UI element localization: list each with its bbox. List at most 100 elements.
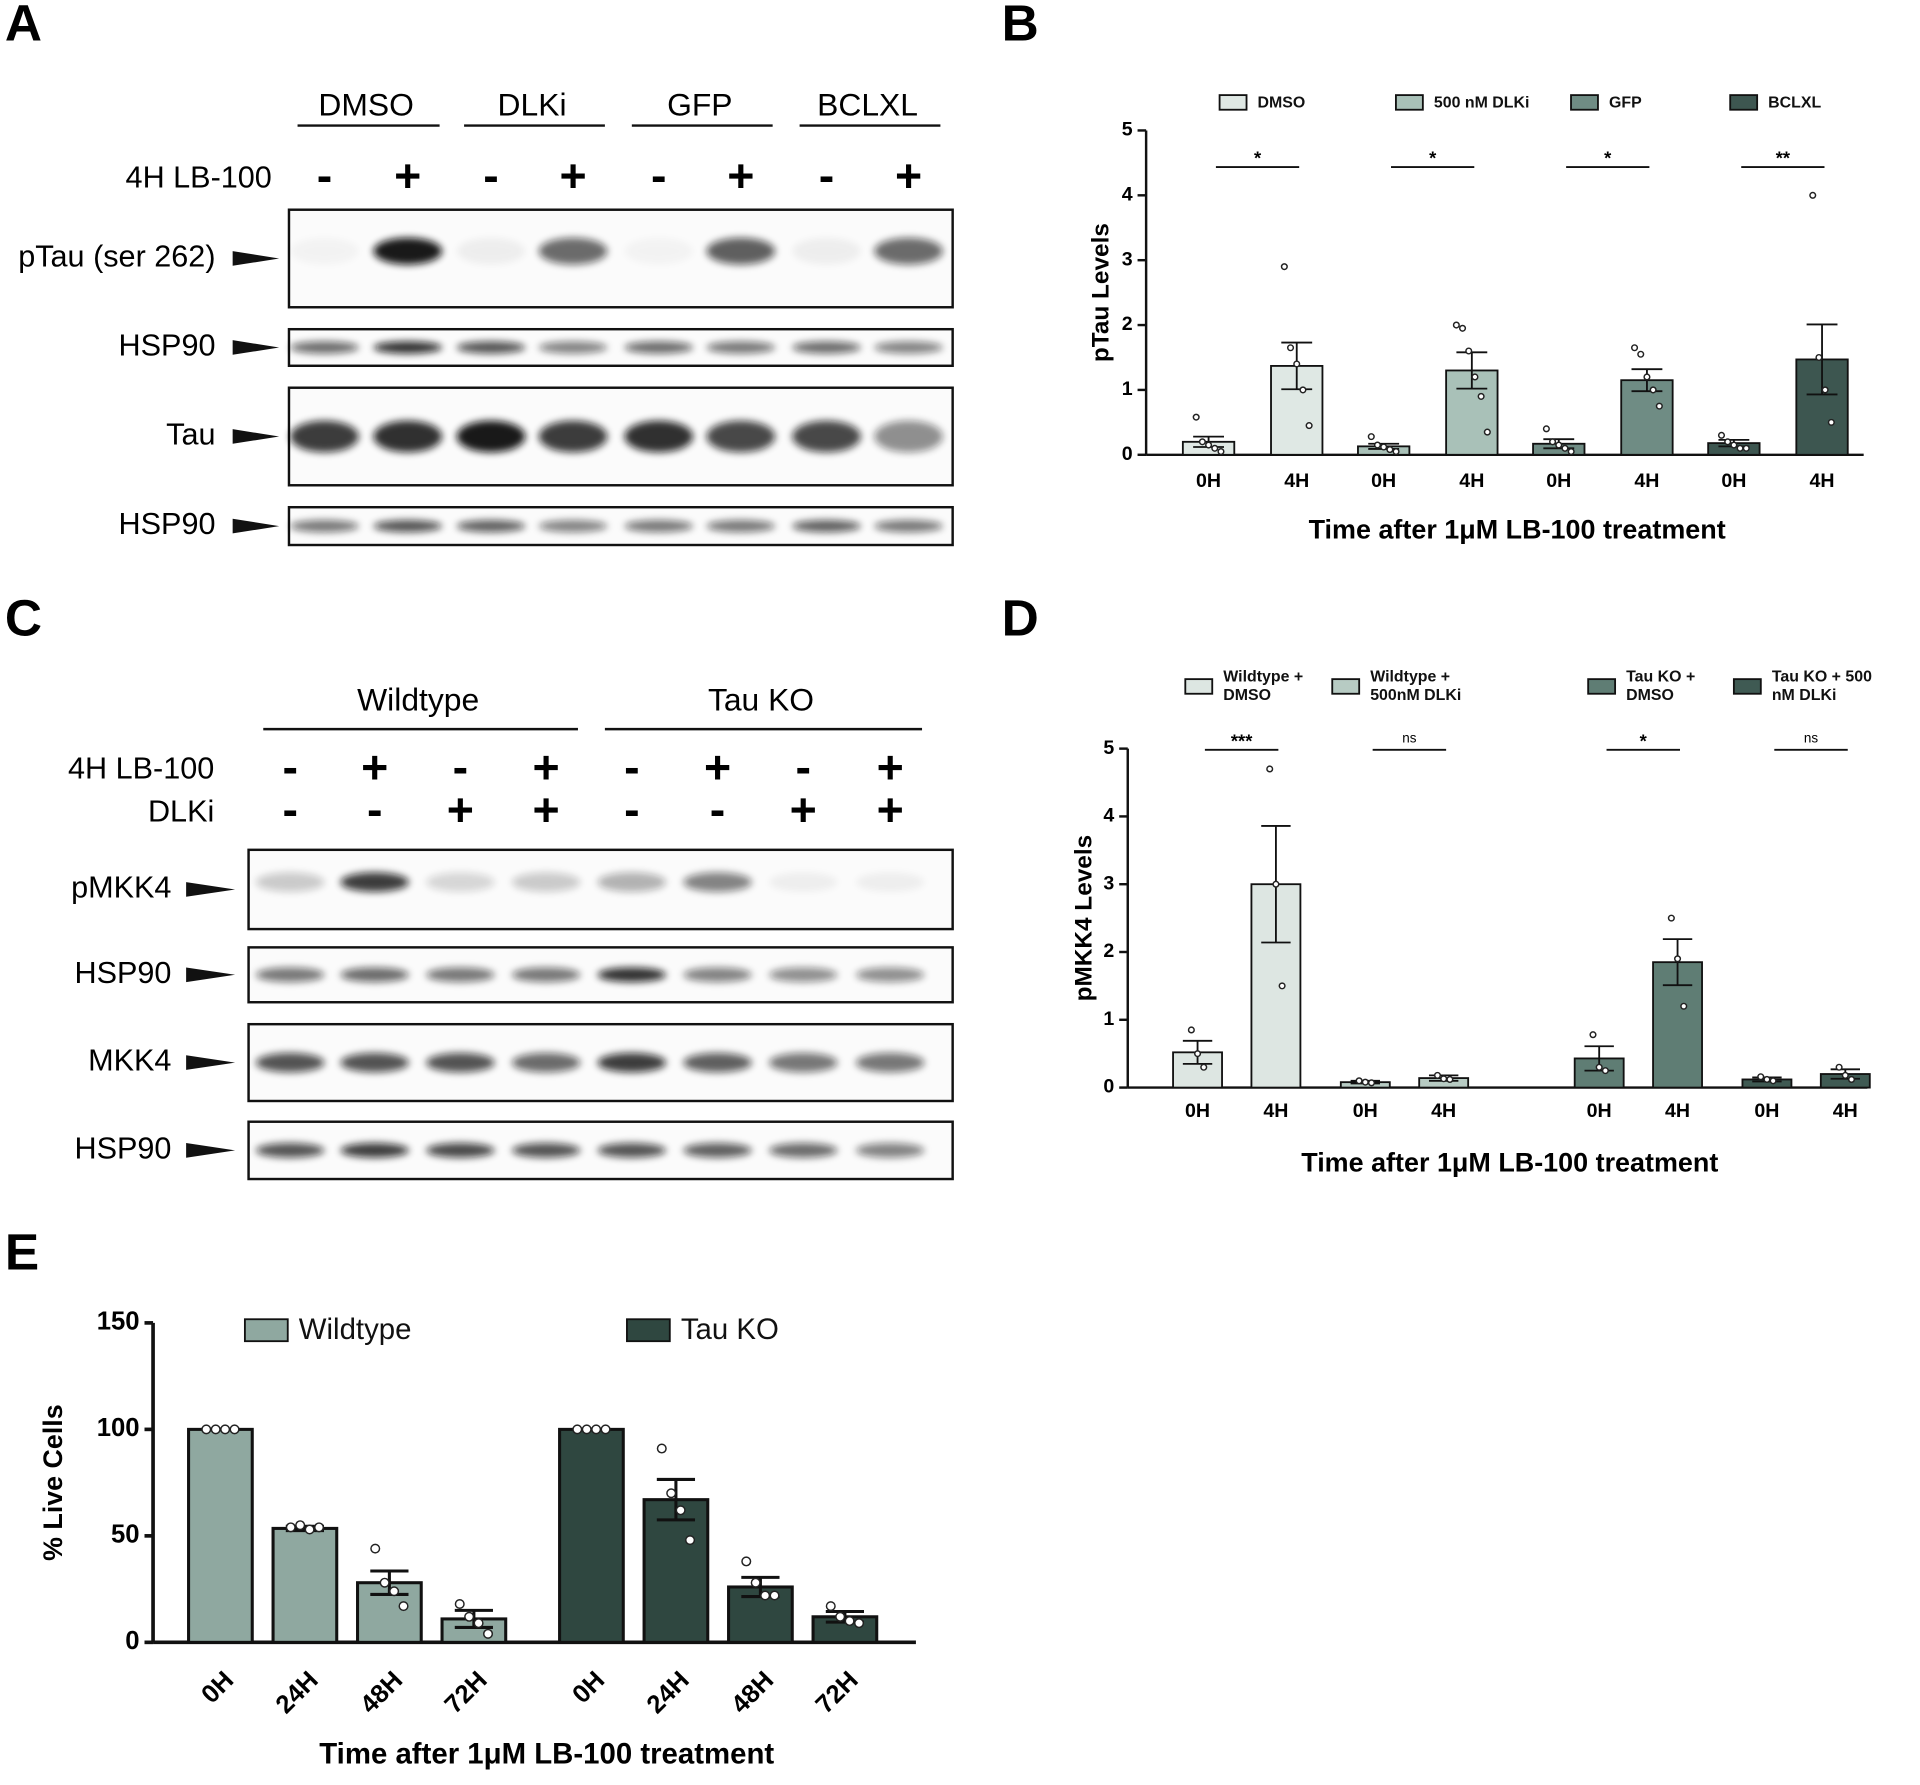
treatment-sign: - bbox=[367, 784, 383, 836]
blot-band bbox=[340, 1052, 409, 1073]
significance-label: ** bbox=[1776, 148, 1791, 169]
blot-band bbox=[290, 238, 359, 265]
x-tick-label: 4H bbox=[1284, 470, 1309, 492]
data-point bbox=[1187, 1026, 1195, 1034]
blot-band bbox=[597, 1143, 667, 1158]
legend-label: Wildtype + DMSO bbox=[1223, 667, 1304, 704]
legend-swatch bbox=[1570, 94, 1599, 111]
data-point bbox=[1827, 418, 1835, 426]
blot-row-label: Tau bbox=[166, 418, 215, 452]
y-axis-label: pMKK4 Levels bbox=[1070, 835, 1097, 1002]
treatment-label: DLKi bbox=[148, 794, 214, 828]
x-tick-label: 4H bbox=[1431, 1100, 1456, 1122]
data-point bbox=[1471, 373, 1479, 381]
blot-band bbox=[456, 237, 526, 265]
data-point bbox=[1724, 438, 1732, 446]
data-point bbox=[1589, 1031, 1597, 1039]
blot-band bbox=[624, 238, 693, 265]
y-axis-label: pTau Levels bbox=[1087, 223, 1114, 362]
treatment-sign: + bbox=[447, 784, 474, 836]
arrowhead bbox=[232, 251, 280, 266]
data-point bbox=[1643, 373, 1651, 381]
data-point bbox=[844, 1616, 855, 1627]
treatment-sign: + bbox=[533, 784, 560, 836]
arrowhead bbox=[186, 1055, 236, 1070]
blot-band bbox=[255, 1143, 325, 1158]
treatment-sign: - bbox=[282, 784, 298, 836]
blot-band bbox=[792, 520, 861, 533]
data-point bbox=[1272, 880, 1280, 888]
data-point bbox=[581, 1424, 592, 1435]
data-point bbox=[1667, 914, 1675, 922]
blot-band bbox=[624, 520, 694, 533]
panel-letter: B bbox=[1002, 0, 1039, 51]
x-tick-label: 0H bbox=[567, 1666, 610, 1709]
legend-label-box: GFP bbox=[1608, 92, 1642, 111]
blot-row-label: pTau (ser 262) bbox=[18, 240, 215, 274]
data-point bbox=[835, 1611, 846, 1622]
data-point bbox=[1355, 1077, 1363, 1085]
data-point bbox=[1452, 321, 1460, 329]
arrowhead bbox=[186, 967, 236, 983]
data-point bbox=[285, 1522, 296, 1533]
legend-swatch bbox=[626, 1318, 671, 1343]
data-point bbox=[295, 1520, 306, 1531]
data-point bbox=[1458, 324, 1467, 332]
data-point bbox=[760, 1590, 771, 1601]
treatment-label: 4H LB-100 bbox=[126, 160, 272, 194]
data-point bbox=[1386, 446, 1394, 454]
data-point bbox=[1211, 444, 1219, 452]
blot-band bbox=[855, 872, 925, 892]
condition-label: Tau KO bbox=[708, 682, 814, 718]
blot-band bbox=[874, 237, 943, 265]
treatment-sign: - bbox=[453, 741, 469, 793]
bar bbox=[642, 1498, 710, 1644]
data-point bbox=[1841, 1071, 1849, 1079]
blot-band bbox=[855, 1052, 925, 1073]
blot-row-label: MKK4 bbox=[88, 1044, 171, 1078]
blot-band bbox=[290, 520, 359, 533]
treatment-sign: + bbox=[790, 784, 817, 836]
legend-label: GFP bbox=[1608, 92, 1642, 111]
data-point bbox=[1815, 353, 1823, 362]
treatment-sign: + bbox=[877, 784, 904, 836]
legend-label-box: DMSO bbox=[1258, 92, 1306, 110]
bar bbox=[187, 1427, 254, 1644]
treatment-sign: + bbox=[895, 150, 922, 202]
data-point bbox=[304, 1524, 315, 1535]
legend-label: Tau KO + DMSO bbox=[1626, 667, 1696, 704]
condition-label: BCLXL bbox=[817, 87, 918, 123]
blot-band bbox=[706, 420, 776, 453]
legend-swatch bbox=[1184, 678, 1214, 695]
blot-band bbox=[855, 1143, 925, 1158]
blot-band bbox=[426, 1143, 495, 1158]
data-point bbox=[1361, 1078, 1369, 1086]
data-point bbox=[398, 1601, 409, 1612]
y-tick-label: 50 bbox=[111, 1521, 140, 1549]
data-point bbox=[685, 1535, 696, 1546]
condition-label: DLKi bbox=[498, 87, 567, 123]
data-point bbox=[769, 1590, 780, 1601]
data-point bbox=[1367, 1079, 1376, 1087]
blot-band bbox=[874, 420, 943, 453]
blot-band bbox=[426, 872, 495, 892]
arrowhead bbox=[232, 340, 280, 355]
x-tick-label: 0H bbox=[1546, 470, 1571, 492]
data-point bbox=[1200, 1063, 1208, 1071]
panel-letter: C bbox=[5, 589, 42, 646]
data-point bbox=[370, 1543, 381, 1554]
blot-band bbox=[426, 1052, 495, 1073]
blot-band bbox=[624, 341, 694, 354]
data-point bbox=[1293, 360, 1301, 368]
data-point bbox=[1373, 441, 1382, 449]
blot-band bbox=[456, 341, 526, 354]
blot-band bbox=[683, 967, 752, 983]
legend-swatch bbox=[1587, 678, 1617, 695]
blot-band bbox=[874, 520, 943, 533]
data-point bbox=[1655, 402, 1663, 410]
blot-row-label: HSP90 bbox=[119, 329, 216, 363]
condition-label: DMSO bbox=[318, 87, 413, 123]
treatment-sign: - bbox=[282, 741, 298, 793]
legend-swatch bbox=[1331, 678, 1361, 695]
